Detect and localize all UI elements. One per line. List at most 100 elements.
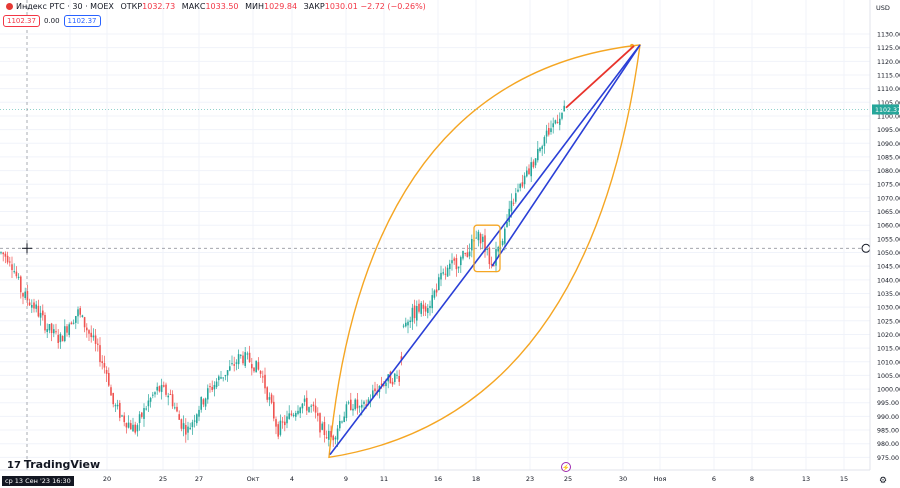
candle-body <box>490 263 493 265</box>
candle-body <box>255 360 257 373</box>
close-label: ЗАКР <box>303 2 325 11</box>
candle-body <box>530 162 532 177</box>
time-axis-bg <box>0 470 870 488</box>
candle-body <box>449 263 451 270</box>
candle-body <box>391 381 394 385</box>
time-tick-label: 6 <box>712 475 716 483</box>
candle-body <box>127 422 130 428</box>
candle-body <box>552 123 554 128</box>
candle-body <box>222 377 224 379</box>
candle-body <box>224 375 227 377</box>
candle-body <box>554 120 557 124</box>
candle-body <box>158 386 161 392</box>
candle-body <box>198 409 200 417</box>
candle-body <box>75 316 77 323</box>
event-marker-glyph: ⚡ <box>562 464 569 472</box>
candle-body <box>479 233 482 244</box>
price-tick-label: 1020.00 <box>877 332 900 339</box>
time-axis[interactable]: 18202527Окт49111618232530Ноя681315 <box>0 469 870 488</box>
candle-body <box>160 384 163 392</box>
symbol-name[interactable]: Индекс РТС · 30 · MOEX <box>16 2 114 11</box>
candle-body <box>317 413 319 416</box>
candle-body <box>262 376 264 378</box>
candle-body <box>460 257 462 266</box>
candle-body <box>508 208 510 223</box>
candle-body <box>193 420 196 422</box>
candle-body <box>519 183 521 189</box>
candle-body <box>281 421 284 423</box>
candle-body <box>11 264 13 271</box>
close-value: 1030.01 <box>324 2 358 11</box>
candle-body <box>515 193 517 202</box>
candle-body <box>497 247 499 252</box>
candle-body <box>431 295 433 309</box>
last-price-label: 1102.37 <box>875 107 900 114</box>
candle-body <box>253 367 255 372</box>
candle-body <box>59 334 62 343</box>
candle-body <box>33 302 35 309</box>
candle-body <box>435 289 438 293</box>
candle-body <box>433 290 436 298</box>
candle-body <box>123 415 125 423</box>
candle-body <box>306 397 308 411</box>
candle-body <box>411 307 414 322</box>
candle-body <box>147 400 150 407</box>
candle-body <box>61 335 64 342</box>
candle-body <box>0 252 2 254</box>
candle-body <box>103 363 106 368</box>
candle-body <box>420 302 422 314</box>
time-tick-label: 25 <box>159 475 167 483</box>
candle-body <box>493 265 495 267</box>
candle-body <box>442 272 444 274</box>
candle-body <box>20 276 22 293</box>
price-tick-label: 1015.00 <box>877 346 900 353</box>
open-label: ОТКР <box>120 2 143 11</box>
candle-body <box>400 356 403 360</box>
candle-body <box>141 412 143 417</box>
brand-text: TradingView <box>23 458 101 471</box>
price-tick-label: 1080.00 <box>877 168 900 175</box>
candle-body <box>26 291 29 301</box>
ask-badge[interactable]: 1102.37 <box>63 15 101 27</box>
candle-body <box>323 422 326 436</box>
candle-body <box>209 386 211 388</box>
candle-body <box>328 430 330 440</box>
candle-body <box>101 361 103 364</box>
event-marker-icon[interactable]: ⚡ <box>561 462 571 472</box>
symbol-header: Индекс РТС · 30 · MOEX ОТКР1032.73 МАКС1… <box>6 2 426 11</box>
candle-body <box>325 437 328 439</box>
candle-body <box>112 393 114 405</box>
candle-body <box>528 168 530 175</box>
price-tick-label: 1005.00 <box>877 373 900 380</box>
currency-label[interactable]: USD <box>876 4 890 12</box>
trend-line-2 <box>491 44 641 267</box>
candle-body <box>455 258 458 270</box>
price-tick-label: 1130.00 <box>877 32 900 39</box>
candle-body <box>264 374 266 389</box>
candle-body <box>114 405 117 407</box>
status-dot-icon <box>6 3 13 10</box>
price-tick-label: 1085.00 <box>877 154 900 161</box>
candle-body <box>556 121 559 123</box>
settings-gear-icon[interactable]: ⚙ <box>879 475 888 485</box>
bid-badge[interactable]: 1102.37 <box>3 15 40 27</box>
candle-body <box>57 334 59 343</box>
candle-body <box>182 423 185 430</box>
candle-body <box>187 426 189 433</box>
candle-body <box>418 303 420 312</box>
candle-body <box>290 413 293 416</box>
trend-drawings[interactable] <box>329 44 641 456</box>
candle-body <box>361 404 363 408</box>
candle-body <box>438 277 440 290</box>
candle-body <box>35 304 37 309</box>
candle-body <box>266 387 268 400</box>
candle-body <box>350 399 352 411</box>
candle-body <box>9 261 11 263</box>
candle-body <box>363 401 365 404</box>
candle-body <box>319 413 321 433</box>
candle-body <box>220 377 222 379</box>
candle-body <box>154 392 156 395</box>
chart-grid <box>0 0 870 470</box>
